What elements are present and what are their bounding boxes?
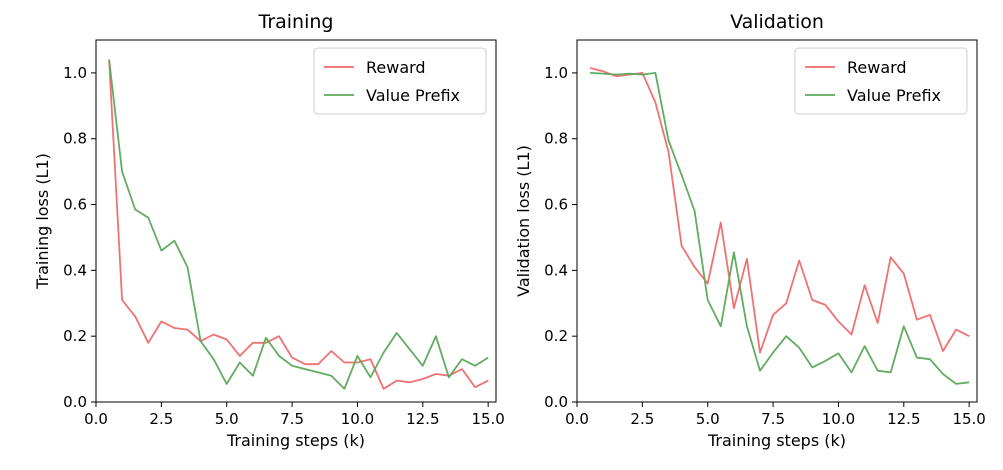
legend: Reward Value Prefix <box>794 47 968 115</box>
x-tick-label: 5.0 <box>215 410 239 428</box>
y-tick-label: 1.0 <box>544 64 568 82</box>
x-tick-label: 0.0 <box>565 410 589 428</box>
y-tick-label: 0.4 <box>544 261 568 279</box>
y-tick-label: 0.8 <box>63 130 87 148</box>
legend-box <box>313 47 487 115</box>
chart-title: Validation <box>730 11 824 33</box>
x-tick-label: 7.5 <box>761 410 785 428</box>
x-axis-label: Training steps (k) <box>226 431 365 450</box>
x-tick-label: 15.0 <box>952 410 985 428</box>
y-tick-label: 0.6 <box>63 196 87 214</box>
legend-label: Value Prefix <box>847 86 941 105</box>
x-axis-label: Training steps (k) <box>707 431 846 450</box>
y-tick-label: 0.6 <box>544 196 568 214</box>
plot-frame <box>576 39 978 403</box>
series-lines <box>589 67 970 385</box>
x-tick-label: 10.0 <box>822 410 855 428</box>
x-tick-label: 10.0 <box>341 410 374 428</box>
y-axis-label: Training loss (L1) <box>33 153 52 290</box>
series-line-reward <box>108 59 489 390</box>
y-tick-label: 1.0 <box>63 64 87 82</box>
x-tick-label: 7.5 <box>280 410 304 428</box>
y-tick-label: 0.2 <box>63 327 87 345</box>
series-line-reward <box>589 67 970 354</box>
y-tick-label: 0.0 <box>63 393 87 411</box>
x-tick-label: 5.0 <box>696 410 720 428</box>
y-tick-label: 0.2 <box>544 327 568 345</box>
x-tick-label: 0.0 <box>84 410 108 428</box>
y-tick-label: 0.4 <box>63 261 87 279</box>
plot-frame <box>95 39 497 403</box>
x-tick-label: 12.5 <box>406 410 439 428</box>
y-tick-label: 0.8 <box>544 130 568 148</box>
chart-panel-0: Training 0.0 2.5 5.0 7.5 10.0 12.5 15.0 0.0 0.2 0.… <box>33 11 505 450</box>
series-line-value-prefix <box>590 72 970 385</box>
y-axis-label: Validation loss (L1) <box>514 145 533 297</box>
legend-label: Value Prefix <box>366 86 460 105</box>
x-tick-label: 12.5 <box>887 410 920 428</box>
x-tick-label: 15.0 <box>471 410 504 428</box>
legend-box <box>794 47 968 115</box>
x-tick-label: 2.5 <box>630 410 654 428</box>
chart-title: Training <box>258 11 334 33</box>
chart-panel-1: Validation 0.0 2.5 5.0 7.5 10.0 12.5 15.0 0.0 0.2… <box>514 11 986 450</box>
series-line-value-prefix <box>108 59 489 390</box>
legend-label: Reward <box>847 58 907 77</box>
x-tick-label: 2.5 <box>149 410 173 428</box>
legend-label: Reward <box>366 58 426 77</box>
y-tick-label: 0.0 <box>544 393 568 411</box>
legend: Reward Value Prefix <box>313 47 487 115</box>
series-lines <box>108 59 489 390</box>
